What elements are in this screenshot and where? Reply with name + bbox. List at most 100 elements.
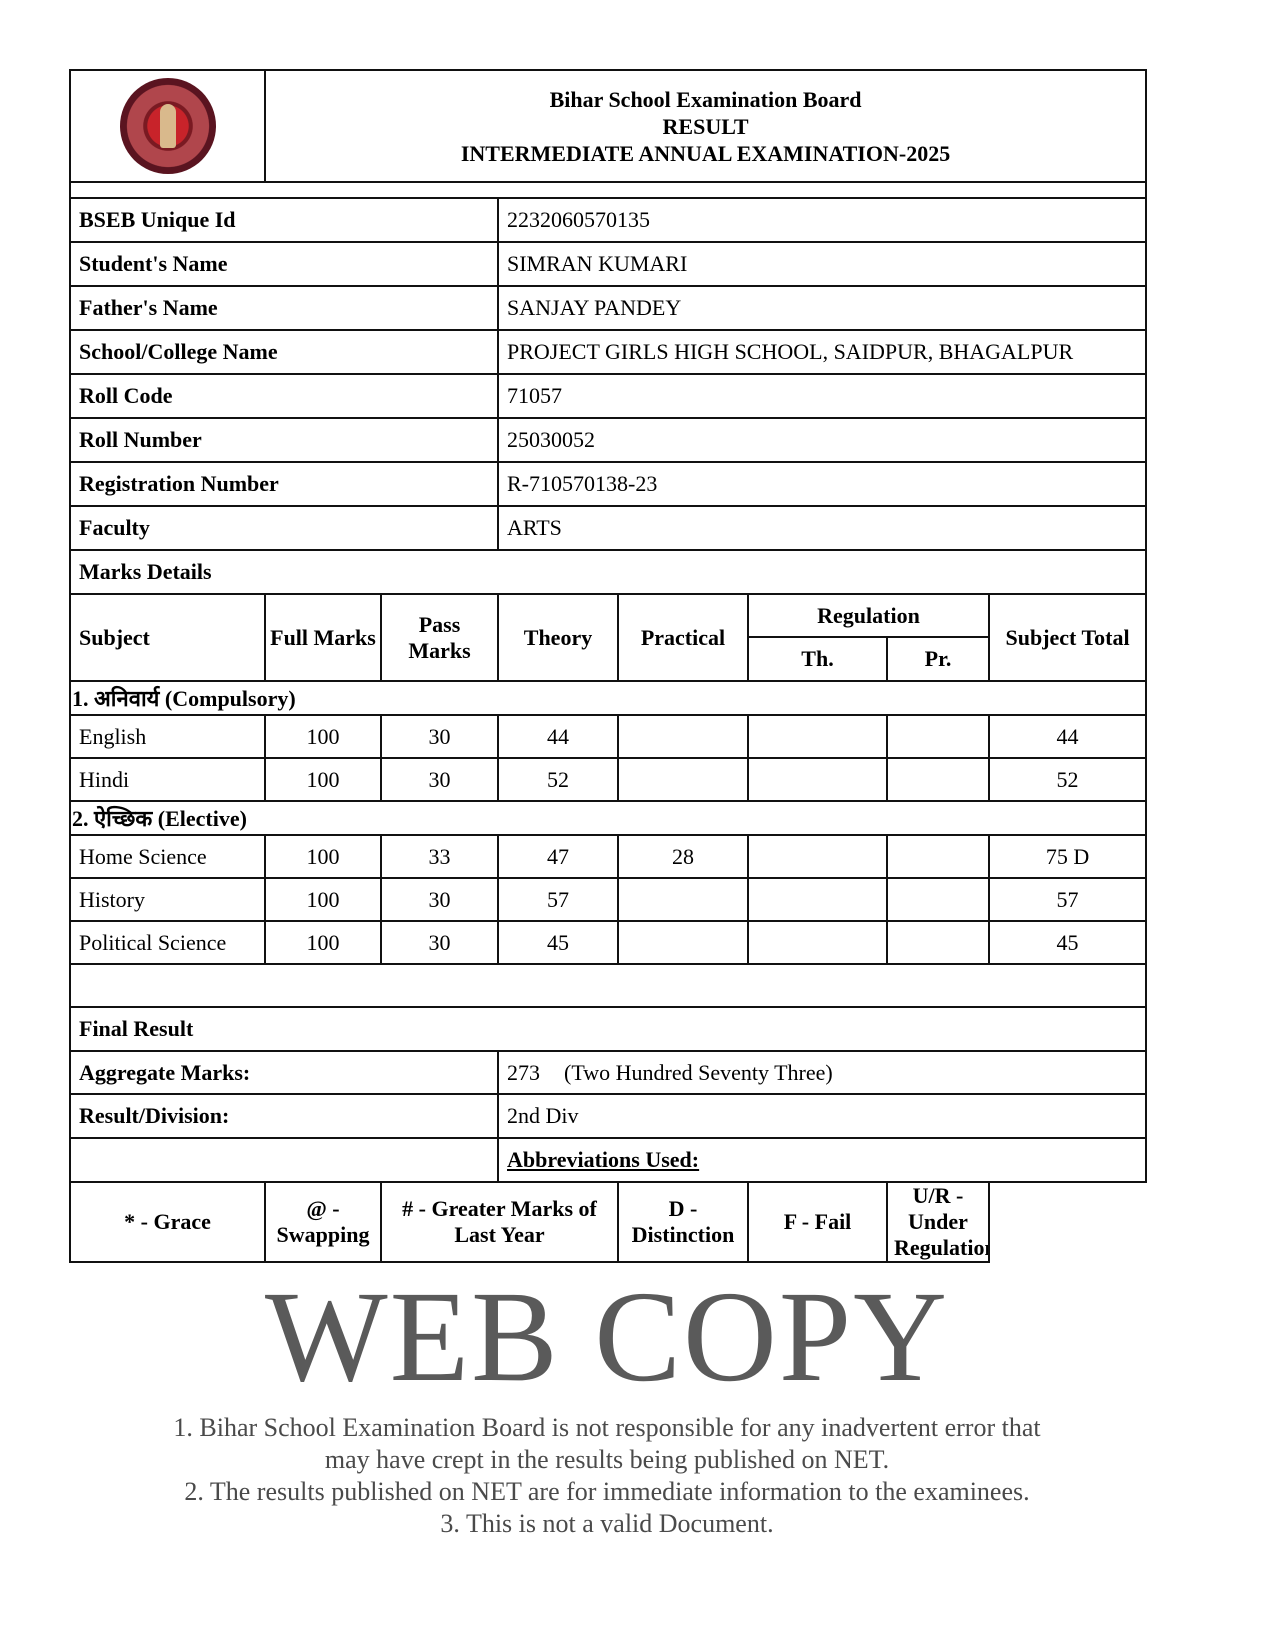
abbreviations-title-cell: Abbreviations Used: — [496, 1137, 1148, 1183]
subject-row: Political Science 100 30 45 45 — [69, 920, 1148, 965]
header-title: Bihar School Examination Board RESULT IN… — [263, 69, 1148, 183]
pass-marks: 30 — [380, 757, 499, 802]
header-subject: Subject — [69, 593, 266, 682]
watermark-note-1b: may have crept in the results being publ… — [324, 1445, 890, 1474]
info-row: Faculty ARTS — [69, 505, 1148, 551]
board-name: Bihar School Examination Board — [549, 86, 862, 112]
watermark-note-2: 2. The results published on NET are for … — [184, 1477, 1030, 1506]
theory-marks: 52 — [497, 757, 619, 802]
subject-name: English — [69, 714, 266, 759]
info-label: Father's Name — [69, 285, 499, 331]
header-regulation-pr: Pr. — [886, 636, 990, 682]
spacer-row — [68, 181, 1148, 199]
abbreviation-item: D - Distinction — [617, 1181, 749, 1263]
aggregate-value: 273 — [507, 1059, 540, 1085]
subject-total: 52 — [987, 757, 1148, 802]
result-table: Bihar School Examination Board RESULT IN… — [68, 69, 1148, 1263]
info-value: ARTS — [496, 505, 1148, 551]
aggregate-label: Aggregate Marks: — [69, 1050, 499, 1095]
info-row: Father's Name SANJAY PANDEY — [69, 285, 1148, 331]
practical-marks: 28 — [617, 834, 749, 879]
full-marks: 100 — [264, 920, 382, 965]
info-value: SIMRAN KUMARI — [496, 241, 1148, 287]
info-label: Roll Code — [69, 373, 499, 419]
info-value: 71057 — [496, 373, 1148, 419]
info-value: SANJAY PANDEY — [496, 285, 1148, 331]
logo-cell — [69, 69, 266, 183]
header-subject-total: Subject Total — [987, 593, 1148, 682]
practical-marks — [617, 877, 749, 922]
final-result-title: Final Result — [68, 1006, 1148, 1052]
header-theory: Theory — [497, 593, 619, 682]
info-label: BSEB Unique Id — [69, 197, 499, 243]
bseb-logo — [119, 78, 216, 174]
web-copy-watermark: WEB COPY — [264, 1265, 950, 1409]
watermark-note-3: 3. This is not a valid Document. — [440, 1509, 774, 1538]
regulation-pr — [886, 714, 990, 759]
full-marks: 100 — [264, 834, 382, 879]
info-label: Registration Number — [69, 461, 499, 507]
marks-details-title: Marks Details — [68, 549, 1148, 595]
exam-name: INTERMEDIATE ANNUAL EXAMINATION-2025 — [460, 140, 951, 166]
abbreviation-item: F - Fail — [747, 1181, 888, 1263]
full-marks: 100 — [264, 757, 382, 802]
division-label: Result/Division: — [69, 1093, 499, 1139]
full-marks: 100 — [264, 877, 382, 922]
abbreviation-item: U/R - Under Regulation — [886, 1181, 990, 1263]
theory-marks: 45 — [497, 920, 619, 965]
regulation-th — [747, 714, 888, 759]
theory-marks: 57 — [497, 877, 619, 922]
practical-marks — [617, 757, 749, 802]
subject-name: Political Science — [69, 920, 266, 965]
pass-marks: 30 — [380, 714, 499, 759]
regulation-th — [747, 877, 888, 922]
theory-marks: 44 — [497, 714, 619, 759]
full-marks: 100 — [264, 714, 382, 759]
info-value: 25030052 — [496, 417, 1148, 463]
regulation-th — [747, 757, 888, 802]
blank-row — [68, 963, 1148, 1008]
info-label: Student's Name — [69, 241, 499, 287]
subject-total: 57 — [987, 877, 1148, 922]
pass-marks: 30 — [380, 877, 499, 922]
abbreviations-row: * - Grace @ - Swapping # - Greater Marks o… — [69, 1181, 1146, 1263]
division-value: 2nd Div — [496, 1093, 1148, 1139]
subject-name: Home Science — [69, 834, 266, 879]
regulation-th — [747, 834, 888, 879]
pass-marks: 33 — [380, 834, 499, 879]
header-pass-marks: Pass Marks — [380, 593, 499, 682]
subject-row: English 100 30 44 44 — [69, 714, 1148, 759]
info-label: School/College Name — [69, 329, 499, 375]
info-value: 2232060570135 — [496, 197, 1148, 243]
subject-total: 45 — [987, 920, 1148, 965]
subject-row: Home Science 100 33 47 28 75 D — [69, 834, 1148, 879]
info-row: Student's Name SIMRAN KUMARI — [69, 241, 1148, 287]
info-row: Registration Number R-710570138-23 — [69, 461, 1148, 507]
header-regulation: Regulation — [747, 593, 990, 638]
abbreviation-item: * - Grace — [69, 1181, 266, 1263]
watermark: WEB COPY 1. Bihar School Examination Boa… — [69, 1262, 1145, 1540]
regulation-pr — [886, 920, 990, 965]
header-regulation-th: Th. — [747, 636, 888, 682]
theory-marks: 47 — [497, 834, 619, 879]
abbreviations-title: Abbreviations Used: — [507, 1147, 700, 1172]
header-full-marks: Full Marks — [264, 593, 382, 682]
regulation-pr — [886, 757, 990, 802]
abbreviation-item: # - Greater Marks of Last Year — [380, 1181, 619, 1263]
info-label: Faculty — [69, 505, 499, 551]
subject-total: 44 — [987, 714, 1148, 759]
info-value: PROJECT GIRLS HIGH SCHOOL, SAIDPUR, BHAG… — [496, 329, 1148, 375]
subject-total: 75 D — [987, 834, 1148, 879]
regulation-pr — [886, 834, 990, 879]
info-row: Roll Code 71057 — [69, 373, 1148, 419]
practical-marks — [617, 714, 749, 759]
section-title: 2. ऐच्छिक (Elective) — [68, 800, 1148, 836]
pass-marks: 30 — [380, 920, 499, 965]
practical-marks — [617, 920, 749, 965]
section-title: 1. अनिवार्य (Compulsory) — [68, 680, 1148, 716]
marks-header-row: Subject Full Marks Pass Marks Theory Practic… — [69, 593, 1148, 682]
regulation-th — [747, 920, 888, 965]
watermark-note-1: 1. Bihar School Examination Board is not… — [173, 1413, 1041, 1442]
abbrev-spacer — [69, 1137, 499, 1183]
info-label: Roll Number — [69, 417, 499, 463]
